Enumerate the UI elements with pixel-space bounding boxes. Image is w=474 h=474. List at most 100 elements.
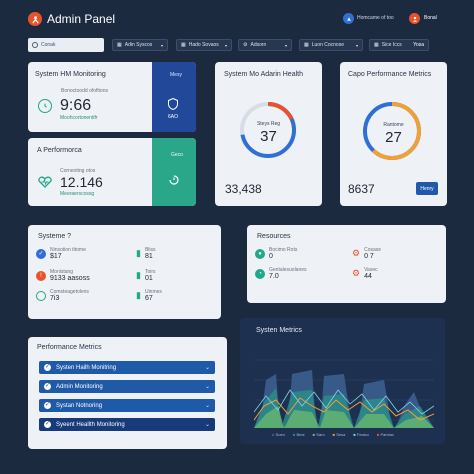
nav-badge: Yosa — [413, 42, 424, 48]
list-item-label: Admin Monitoring — [56, 383, 103, 390]
row-label: Comsteagetolens — [50, 289, 89, 295]
list-item-label: Systen Hailh Monitring — [56, 364, 117, 371]
chevron-down-icon: ⌄ — [204, 403, 210, 409]
row-value: 67 — [144, 295, 153, 302]
timer-icon — [168, 174, 180, 186]
gear-icon: ⚙ — [352, 268, 361, 278]
line-series-orange — [254, 397, 434, 421]
card-detail: Meeraerscossg — [60, 191, 95, 197]
nav-item-label: Sice Iccs — [381, 42, 402, 48]
avatar[interactable] — [409, 13, 420, 24]
card-detail: Moohcortonentifr — [60, 115, 98, 121]
list-item-syeent-heallth-monitoring[interactable]: ✓ Syeent Heallth Monitoring ⌄ — [39, 418, 215, 431]
chevron-down-icon: ▾ — [160, 42, 163, 48]
search-icon — [32, 42, 38, 48]
resources-card: Resources ● Bocimo Rots 0 ◔ Gentalesuola… — [247, 225, 446, 303]
list-item: ! Monistang 9133 aasoss — [36, 269, 90, 282]
chevron-down-icon: ⌄ — [204, 384, 210, 390]
gauge-icon: ◔ — [255, 268, 265, 279]
row-value: 44 — [364, 273, 372, 280]
system-metrics-card: Systen Metrics ■ Suen ■ Bme ■ Saro ■ Ses… — [240, 318, 445, 444]
ring-label: Rantome — [383, 122, 404, 128]
row-label: Bocimo Rots — [269, 247, 298, 253]
nav-item-adsorn[interactable]: ⚙ Adsorn ▾ — [238, 39, 292, 51]
settings-icon: ⚙ — [243, 42, 248, 48]
app-title: Admin Panel — [47, 12, 116, 26]
footer-value: 33,438 — [225, 182, 262, 196]
nav-item-luon-cocnose[interactable]: ▦ Luon Cocnose ▾ — [299, 39, 363, 51]
card-title: System HM Monitoring — [35, 71, 106, 78]
row-label: Toirs — [144, 269, 156, 275]
row-label: Bliss — [144, 247, 156, 253]
ring-value: 27 — [385, 129, 402, 146]
row-value: 0 — [269, 253, 273, 260]
card-sub-label: Bonoctoodd ofoftions — [61, 88, 108, 94]
list-item-systan-notnoring[interactable]: ✓ Systan Notnoring ⌄ — [39, 399, 215, 412]
heart-icon — [38, 176, 52, 188]
legend-item: ■ Sesa — [332, 432, 346, 437]
grid-icon: ▦ — [374, 42, 379, 48]
row-value: 7i3 — [50, 295, 60, 302]
row-label: Uinmes — [144, 289, 162, 295]
row-label: Monistang — [50, 269, 74, 275]
performance-list-card: Performance Metrics — [28, 337, 227, 449]
list-item-systen-hailh-monitring[interactable]: ✓ Systen Hailh Monitring ⌄ — [39, 361, 215, 374]
legend-item: ■ Bme — [292, 432, 305, 437]
shield-icon: ● — [255, 248, 265, 259]
user-name[interactable]: Bonal — [424, 15, 437, 21]
warning-icon: ! — [36, 270, 46, 281]
nav-item-label: Hado Sovaos — [188, 42, 219, 48]
performance-ring — [363, 102, 421, 160]
nav-item-hado-sovaos[interactable]: ▦ Hado Sovaos ▾ — [176, 39, 232, 51]
check-icon: ✓ — [36, 248, 46, 259]
henry-button[interactable]: Henry — [416, 182, 438, 195]
card-title: Capo Performance Metrics — [348, 71, 432, 78]
user-label: Homcame of too — [357, 15, 394, 21]
card-side-panel: Mesy 6AO — [152, 62, 196, 132]
bar-chart-icon: ▮ — [136, 270, 141, 280]
chart-legend: ■ Suen ■ Bme ■ Saro ■ Sesa ■ Fealco ■ Pa… — [272, 432, 394, 437]
check-icon: ✓ — [44, 421, 51, 428]
search-value: Conak — [41, 42, 56, 48]
chevron-down-icon: ⌄ — [204, 365, 210, 371]
list-item: ▮ Uinmes 67 — [136, 289, 162, 302]
admin-logo-icon — [28, 12, 42, 26]
notification-icon[interactable] — [343, 13, 354, 24]
list-item: ● Bocimo Rots 0 — [255, 247, 297, 260]
card-side-panel: Geco — [152, 138, 196, 206]
footer-value: 8637 — [348, 182, 375, 196]
nav-item-label: Adsorn — [250, 42, 267, 48]
nav-item-sice-iccs[interactable]: ▦ Sice Iccs Yosa — [369, 39, 429, 51]
list-item: ▮ Toirs 01 — [136, 269, 156, 282]
list-item-admin-monitoring[interactable]: ✓ Admin Monitoring ⌄ — [39, 380, 215, 393]
metrics-area-chart — [254, 359, 434, 428]
a-performance-card: A Performorca Corneoting otos 12.146 Mee… — [28, 138, 196, 206]
systems-card: Systeme ? ✓ Ninsotion ittome $17 ! Monis… — [28, 225, 221, 319]
search-input[interactable]: Conak — [28, 38, 104, 52]
system-health-card: System Mo Adarin Health Steys Reg 37 33,… — [215, 62, 322, 206]
side-badge: Mesy — [170, 72, 182, 78]
area-series-3 — [254, 406, 434, 428]
side-value: 6AO — [168, 114, 179, 120]
list-item: Comsteagetolens 7i3 — [36, 289, 89, 302]
legend-item: ■ Saro — [312, 432, 325, 437]
chevron-down-icon: ▾ — [224, 42, 227, 48]
health-ring — [240, 102, 296, 158]
chevron-down-icon: ▾ — [284, 42, 287, 48]
nav-item-adin-syscos[interactable]: ▦ Adin Syscos ▾ — [112, 39, 168, 51]
row-label: Gentalesuolanes — [269, 267, 307, 273]
chevron-down-icon: ▾ — [355, 42, 358, 48]
line-series-cyan — [254, 389, 434, 415]
card-title: A Performorca — [37, 147, 82, 154]
gear-icon: ⚙ — [352, 248, 361, 258]
bar-chart-icon: ▮ — [136, 290, 141, 300]
check-icon: ✓ — [44, 364, 51, 371]
row-value: 9133 aasoss — [50, 275, 90, 282]
grid-icon: ▦ — [117, 42, 122, 48]
row-value: 81 — [144, 253, 153, 260]
card-title: System Mo Adarin Health — [224, 71, 303, 78]
row-label: Vasec — [364, 267, 378, 273]
system-monitoring-card: System HM Monitoring Bonoctoodd ofoftion… — [28, 62, 196, 132]
ring-value: 37 — [260, 128, 277, 145]
health-ring-accent — [240, 102, 296, 158]
